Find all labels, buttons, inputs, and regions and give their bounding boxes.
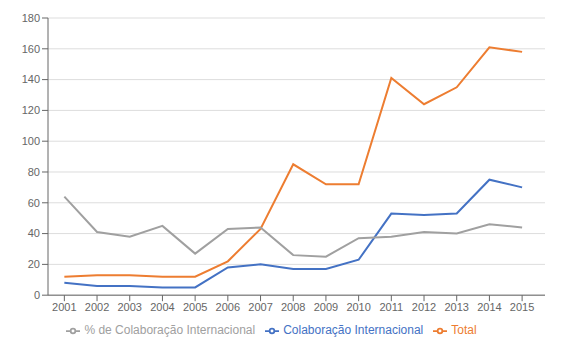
svg-text:2010: 2010 xyxy=(346,301,370,313)
svg-text:2006: 2006 xyxy=(216,301,240,313)
svg-text:2012: 2012 xyxy=(412,301,436,313)
svg-text:2002: 2002 xyxy=(85,301,109,313)
svg-text:2008: 2008 xyxy=(281,301,305,313)
svg-text:2011: 2011 xyxy=(379,301,403,313)
html-text:% de Colaboração Internacional: % de Colaboração Internacional xyxy=(84,323,256,338)
svg-text:40: 40 xyxy=(28,227,40,239)
svg-text:100: 100 xyxy=(22,135,40,147)
svg-text:2013: 2013 xyxy=(444,301,468,313)
svg-text:160: 160 xyxy=(22,43,40,55)
svg-text:2009: 2009 xyxy=(314,301,338,313)
svg-text:0: 0 xyxy=(34,289,40,301)
svg-text:2001: 2001 xyxy=(52,301,76,313)
svg-text:140: 140 xyxy=(22,73,40,85)
svg-text:120: 120 xyxy=(22,104,40,116)
svg-text:2005: 2005 xyxy=(183,301,207,313)
svg-text:2003: 2003 xyxy=(118,301,142,313)
svg-text:2015: 2015 xyxy=(510,301,534,313)
svg-text:80: 80 xyxy=(28,166,40,178)
svg-text:20: 20 xyxy=(28,258,40,270)
svg-text:60: 60 xyxy=(28,197,40,209)
html-text:Colaboração Internacional: Colaboração Internacional xyxy=(283,323,424,338)
svg-text:180: 180 xyxy=(22,12,40,24)
svg-text:2004: 2004 xyxy=(150,301,174,313)
svg-text:2007: 2007 xyxy=(248,301,272,313)
html-text:Total: Total xyxy=(451,323,477,338)
svg-text:2014: 2014 xyxy=(477,301,501,313)
